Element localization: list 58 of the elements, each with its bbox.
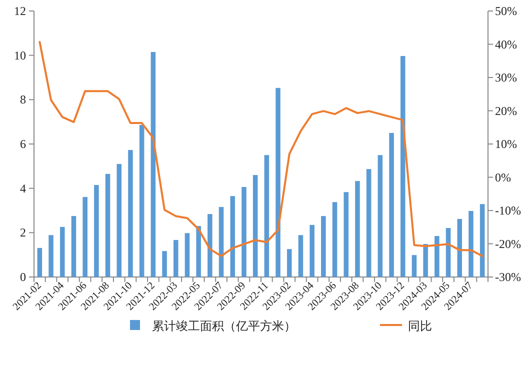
y2-tick-label: 40% [495,37,517,52]
bar [264,155,270,277]
bar [298,235,304,277]
bar [344,192,349,277]
bar [230,196,236,277]
bar [48,235,54,277]
bar [128,150,133,277]
bar [321,216,326,277]
bar [286,249,292,277]
y-tick-label: 2 [20,226,26,240]
y2-tick-label: -20% [495,236,521,251]
bar [82,196,88,277]
y2-tick-label: 10% [495,137,517,151]
y2-tick-label: -30% [495,270,521,284]
bar [184,233,190,277]
y-tick-label: 10 [14,48,26,62]
bar [139,124,144,277]
bar [446,228,451,277]
bar [468,210,474,277]
bar [480,204,485,277]
bar [457,218,462,277]
bar [242,187,246,277]
bar [252,175,258,277]
y-tick-label: 6 [20,137,26,151]
bar [355,181,360,277]
bar [116,164,122,277]
y-tick-label: 4 [20,181,26,196]
bar [218,206,224,277]
y2-tick-label: 50% [495,4,517,18]
bar [71,216,76,277]
bar [434,236,440,277]
bar [196,226,201,277]
bar [412,255,417,277]
y-tick-label: 12 [14,4,26,18]
y-tick-label: 8 [20,92,26,107]
bar [162,251,167,277]
bar [105,174,110,277]
bar [60,226,65,277]
bar [366,169,372,277]
y2-tick-label: 0% [495,170,511,184]
bar [208,214,212,277]
y2-tick-label: -10% [495,204,521,218]
y2-tick-label: 30% [495,70,517,84]
bar [400,56,406,277]
legend-label: 同比 [408,319,432,333]
legend-label: 累计竣工面积（亿平方米） [152,319,296,333]
bar [378,155,383,277]
bar [389,132,394,277]
bar [37,248,42,277]
bar [332,202,338,277]
bar [150,52,156,277]
bar [173,240,178,277]
y2-tick-label: 20% [495,104,517,118]
bar [423,244,428,277]
bar [94,185,99,277]
y-tick-label: 0 [20,270,26,284]
bar [276,88,280,277]
bar [310,224,314,277]
